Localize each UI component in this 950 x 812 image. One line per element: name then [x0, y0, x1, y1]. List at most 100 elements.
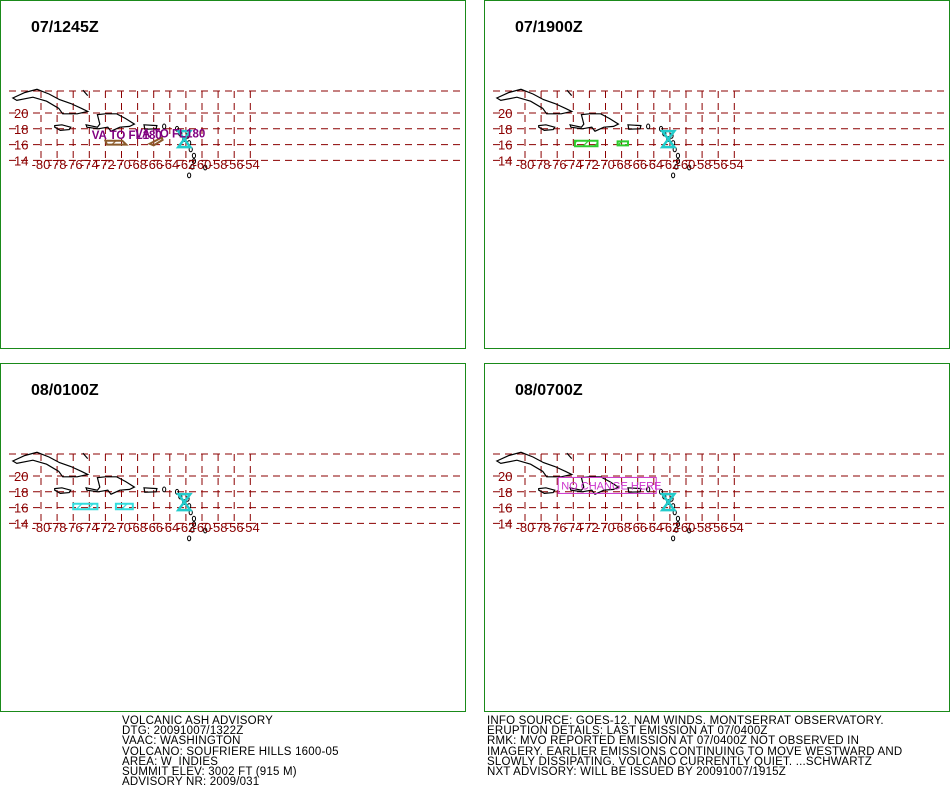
lon-tick-label: -80 — [516, 520, 535, 535]
lat-tick-label: 20 — [498, 106, 512, 121]
lat-tick-label: 18 — [14, 485, 28, 500]
lon-tick-label: -80 — [516, 157, 535, 172]
hispaniola-coast — [569, 113, 620, 132]
lon-tick-label: -72 — [580, 157, 599, 172]
lon-tick-label: -70 — [596, 520, 615, 535]
ash-area — [573, 139, 599, 148]
lat-tick-label: 16 — [14, 501, 28, 516]
lat-tick-label: 14 — [14, 153, 28, 168]
volcano-icon — [175, 492, 193, 512]
lon-tick-label: -68 — [128, 520, 147, 535]
island-coast — [203, 164, 208, 171]
lon-tick-label: -56 — [709, 520, 728, 535]
puerto-rico-coast — [627, 124, 642, 130]
map-panel-3: -80 -78 -76 -74 -72 -70 -68 -66 -64 -62 -60 -58 -56-… — [0, 363, 466, 712]
advisory-line: SUMMIT ELEV: 3002 FT (915 M) — [122, 766, 297, 779]
island-coast — [190, 163, 195, 170]
cuba-coast — [11, 88, 90, 115]
lon-tick-label: -70 — [596, 157, 615, 172]
island-coast — [191, 158, 197, 165]
cuba-coast — [495, 88, 574, 115]
lon-tick-label: -64 — [644, 157, 663, 172]
lat-tick-label: 18 — [14, 122, 28, 137]
ash-area — [72, 502, 99, 511]
map-2: -80-78-76-74-72-70-68-66-64-62-60-58-56-… — [493, 88, 947, 179]
bahamas-coast — [566, 89, 573, 96]
coastlines — [11, 88, 208, 179]
island-coast — [646, 486, 651, 493]
bahamas-coast — [82, 452, 89, 459]
island-coast — [675, 515, 681, 522]
grid-lines — [9, 90, 463, 166]
puerto-rico-coast — [143, 487, 158, 493]
ash-area-label: VA TO FL180 — [92, 130, 162, 142]
ash-area — [114, 502, 134, 511]
tick-labels: -80-78-76-74-72-70-68-66-64-62-60-58-56-… — [14, 469, 260, 535]
island-coast — [182, 499, 187, 505]
lon-tick-label: -60 — [193, 157, 212, 172]
lat-tick-label: 14 — [498, 516, 512, 531]
map-panel-4: -80 -78 -76 -74 -72 -70 -68 -66 -64 -62 -60 -58 -56-… — [484, 363, 950, 712]
jamaica-coast — [54, 124, 72, 132]
island-coast — [162, 123, 167, 130]
cuba-coast — [11, 451, 90, 478]
jamaica-coast — [538, 124, 556, 132]
lon-tick-label: -64 — [160, 520, 179, 535]
island-coast — [162, 486, 167, 493]
lon-tick-label: -74 — [564, 157, 583, 172]
island-coast — [666, 499, 671, 505]
lon-tick-label: -58 — [209, 157, 228, 172]
island-coast — [671, 535, 676, 542]
island-coast — [674, 163, 679, 170]
island-coast — [671, 172, 676, 179]
lon-tick-label: -66 — [144, 520, 163, 535]
island-coast — [203, 527, 208, 534]
lon-tick-label: -78 — [48, 157, 67, 172]
island-coast — [675, 521, 681, 528]
advisory-line: IMAGERY. EARLIER EMISSIONS CONTINUING TO… — [487, 745, 903, 758]
lon-tick-label: -60 — [677, 157, 696, 172]
advisory-line: AREA: W_INDIES — [122, 755, 219, 768]
advisory-line: SLOWLY DISSIPATING. VOLCANO CURRENTLY QU… — [487, 755, 873, 768]
lon-tick-label: -74 — [80, 157, 99, 172]
advisory-line: RMK: MVO REPORTED EMISSION AT 07/0400Z N… — [487, 735, 860, 748]
map-panel-2: -80 -78 -76 -74 -72 -70 -68 -66 -64 -62 -60 -58 -56-… — [484, 0, 950, 349]
lon-tick-label: -70 — [112, 157, 131, 172]
hispaniola-coast — [85, 476, 136, 495]
lon-tick-label: -58 — [693, 157, 712, 172]
island-coast — [190, 526, 195, 533]
bahamas-coast — [82, 89, 89, 96]
panel-title: 07/1900Z — [515, 19, 583, 36]
map-1: -80-78-76-74-72-70-68-66-64-62-60-58-56-… — [9, 88, 463, 179]
bahamas-coast — [566, 452, 573, 459]
lat-tick-label: 20 — [498, 469, 512, 484]
lon-tick-label: -72 — [96, 520, 115, 535]
lon-tick-label: -58 — [209, 520, 228, 535]
volcano-icon — [659, 492, 677, 512]
map-panel-1: -80 -78 -76 -74 -72 -70 -68 -66 -64 -62 -60 -58 -56-… — [0, 0, 466, 349]
panel-title: 08/0100Z — [31, 382, 99, 399]
island-coast — [687, 164, 692, 171]
lat-tick-label: 14 — [498, 153, 512, 168]
ash-area-label: NO CHANGE HERE — [561, 480, 661, 492]
lon-tick-label: -56 — [225, 520, 244, 535]
lat-tick-label: 20 — [14, 106, 28, 121]
island-coast — [187, 535, 192, 542]
island-coast — [675, 152, 681, 159]
lon-tick-label: -76 — [64, 520, 83, 535]
grid-lines — [9, 453, 463, 529]
lon-tick-label: -62 — [177, 520, 196, 535]
tick-labels: -80-78-76-74-72-70-68-66-64-62-60-58-56-… — [498, 106, 744, 172]
lon-tick-label: -54 — [241, 520, 260, 535]
lon-tick-label: -78 — [532, 520, 551, 535]
ash-area-label: VA TO FL180 — [135, 128, 205, 140]
lon-tick-label: -54 — [241, 157, 260, 172]
lon-tick-label: -76 — [548, 520, 567, 535]
hispaniola-coast — [569, 476, 620, 495]
lat-tick-label: 18 — [498, 122, 512, 137]
island-coast — [674, 526, 679, 533]
lon-tick-label: -56 — [225, 157, 244, 172]
island-coast — [675, 158, 681, 165]
island-coast — [187, 172, 192, 179]
lon-tick-label: -62 — [661, 520, 680, 535]
